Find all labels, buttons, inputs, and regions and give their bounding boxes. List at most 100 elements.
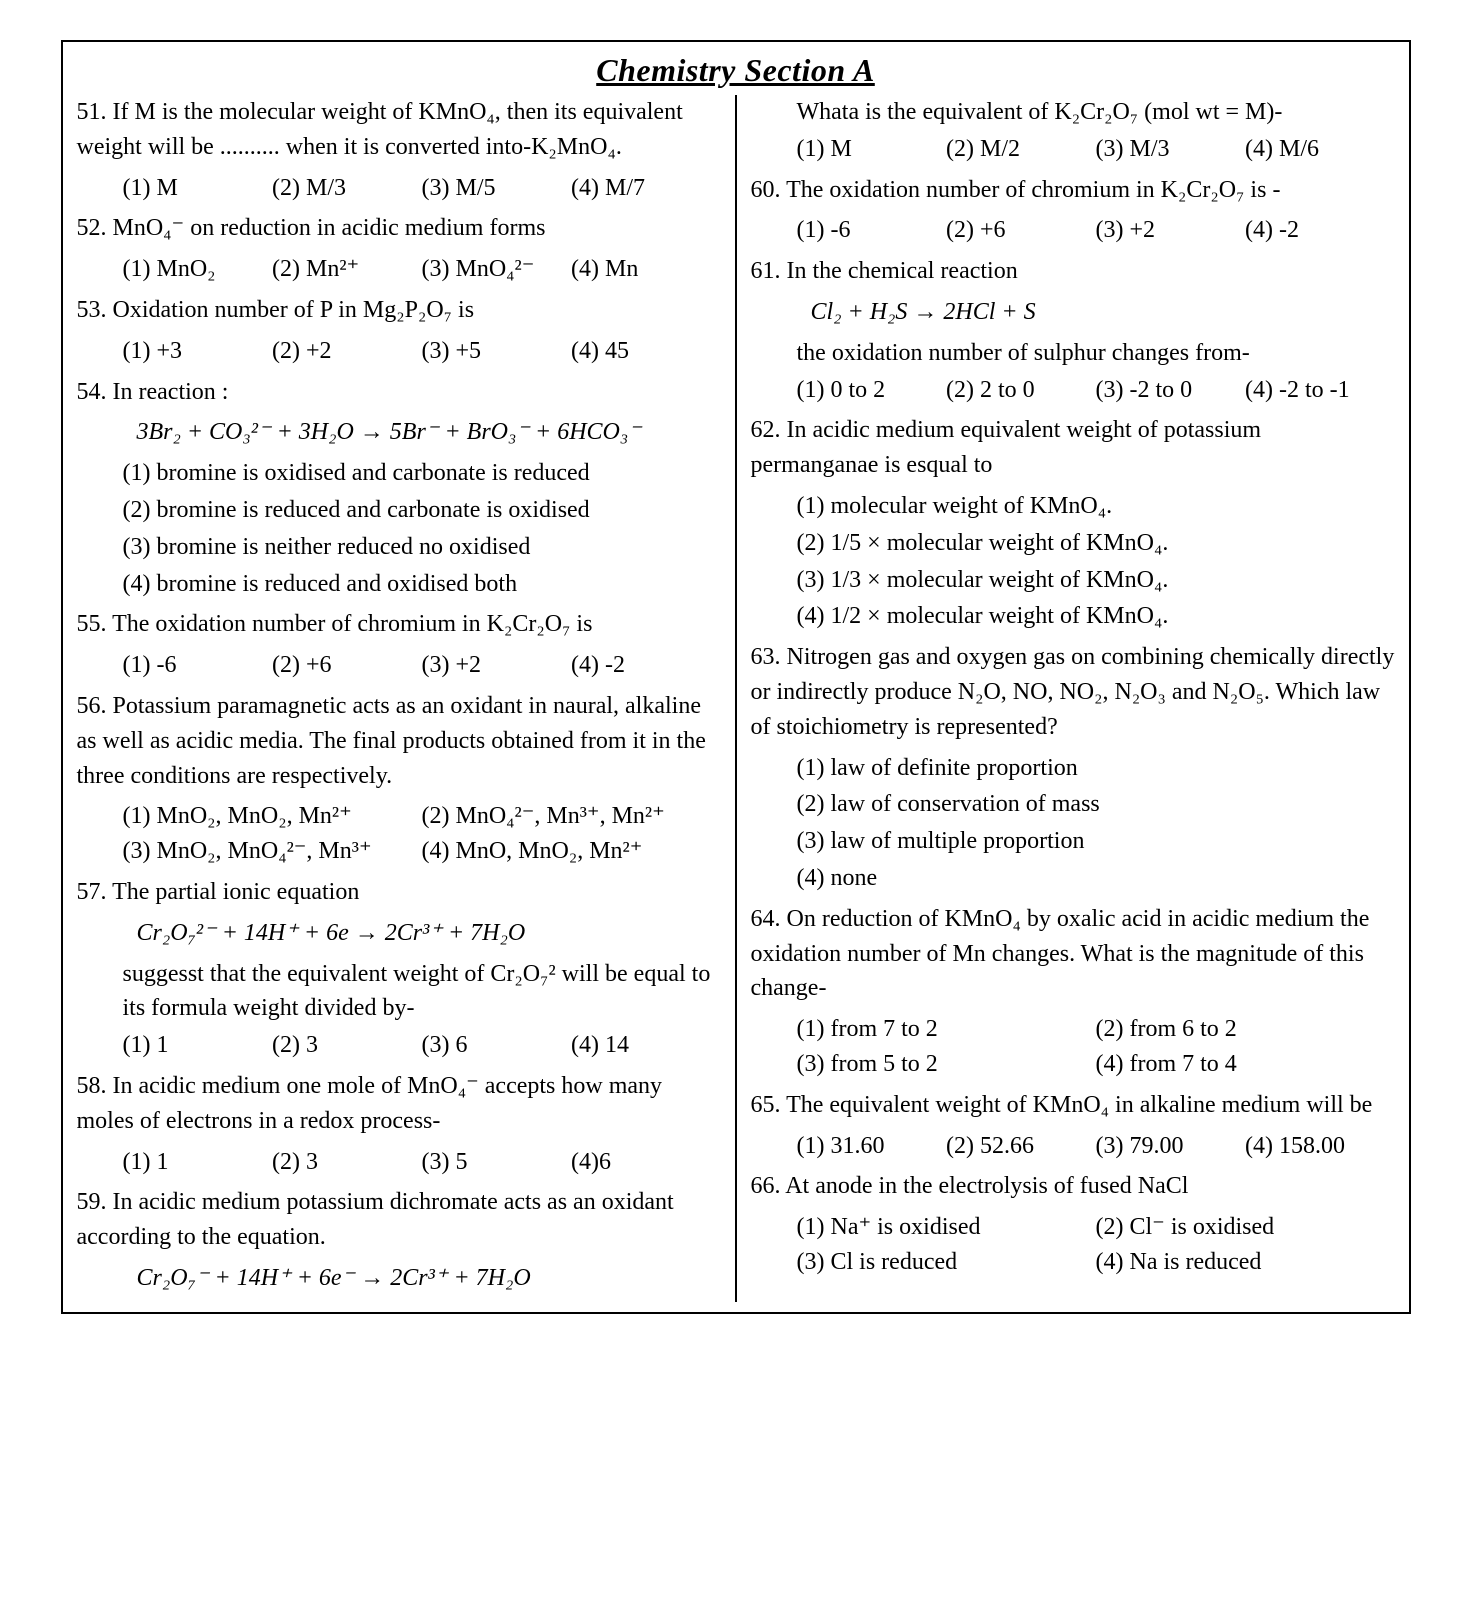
q-text: In acidic medium one mole of MnO₄⁻ accep… bbox=[77, 1073, 663, 1134]
q54-options: (1) bromine is oxidised and carbonate is… bbox=[77, 456, 721, 601]
q59b-options: (1) M (2) M/2 (3) M/3 (4) M/6 bbox=[751, 132, 1395, 167]
q-number: 60. bbox=[751, 177, 781, 203]
question-56: 56. Potassium paramagnetic acts as an ox… bbox=[77, 689, 721, 793]
q-text: The oxidation number of chromium in K₂Cr… bbox=[112, 611, 592, 637]
option: (2) bromine is reduced and carbonate is … bbox=[123, 493, 721, 528]
option: (1) 1 bbox=[123, 1028, 273, 1063]
option: (2) law of conservation of mass bbox=[797, 787, 1395, 822]
option: (1) 0 to 2 bbox=[797, 373, 947, 408]
q-text: In the chemical reaction bbox=[787, 258, 1018, 284]
q-number: 65. bbox=[751, 1092, 781, 1118]
question-57: 57. The partial ionic equation bbox=[77, 875, 721, 910]
option: (3) law of multiple proportion bbox=[797, 824, 1395, 859]
option: (2) Mn²⁺ bbox=[272, 252, 422, 287]
option: (3) Cl is reduced bbox=[797, 1245, 1096, 1280]
option: (4) -2 bbox=[1245, 213, 1395, 248]
option: (2) 1/5 × molecular weight of KMnO₄. bbox=[797, 526, 1395, 561]
q-text: MnO₄⁻ on reduction in acidic medium form… bbox=[113, 215, 546, 241]
q52-options: (1) MnO₂ (2) Mn²⁺ (3) MnO₄²⁻ (4) Mn bbox=[77, 252, 721, 287]
q-text: If M is the molecular weight of KMnO₄, t… bbox=[77, 99, 683, 160]
q65-options: (1) 31.60 (2) 52.66 (3) 79.00 (4) 158.00 bbox=[751, 1129, 1395, 1164]
option: (4) M/7 bbox=[571, 171, 721, 206]
q64-options: (1) from 7 to 2 (2) from 6 to 2 (3) from… bbox=[751, 1012, 1395, 1082]
option: (4) 14 bbox=[571, 1028, 721, 1063]
option: (2) +2 bbox=[272, 334, 422, 369]
q-text: In acidic medium potassium dichromate ac… bbox=[77, 1189, 674, 1250]
q54-equation: 3Br₂ + CO₃²⁻ + 3H₂O → 5Br⁻ + BrO₃⁻ + 6HC… bbox=[77, 415, 721, 450]
question-65: 65. The equivalent weight of KMnO₄ in al… bbox=[751, 1088, 1395, 1123]
q58-options: (1) 1 (2) 3 (3) 5 (4)6 bbox=[77, 1145, 721, 1180]
option: (1) -6 bbox=[123, 648, 273, 683]
q-number: 58. bbox=[77, 1073, 107, 1099]
option: (2) from 6 to 2 bbox=[1096, 1012, 1395, 1047]
option: (4) 158.00 bbox=[1245, 1129, 1395, 1164]
q61-equation: Cl₂ + H₂S → 2HCl + S bbox=[751, 295, 1395, 330]
option: (3) 5 bbox=[422, 1145, 572, 1180]
option: (3) MnO₂, MnO₄²⁻, Mn³⁺ bbox=[123, 834, 422, 869]
q-text: In reaction : bbox=[113, 379, 229, 405]
q-text: Oxidation number of P in Mg₂P₂O₇ is bbox=[113, 297, 475, 323]
q62-options: (1) molecular weight of KMnO₄. (2) 1/5 ×… bbox=[751, 489, 1395, 634]
columns: 51. If M is the molecular weight of KMnO… bbox=[63, 95, 1409, 1302]
option: (4) bromine is reduced and oxidised both bbox=[123, 567, 721, 602]
question-53: 53. Oxidation number of P in Mg₂P₂O₇ is bbox=[77, 293, 721, 328]
option: (1) 1 bbox=[123, 1145, 273, 1180]
option: (2) M/2 bbox=[946, 132, 1096, 167]
left-column: 51. If M is the molecular weight of KMnO… bbox=[63, 95, 737, 1302]
q-text: In acidic medium equivalent weight of po… bbox=[751, 417, 1262, 478]
q-text: At anode in the electrolysis of fused Na… bbox=[785, 1173, 1188, 1199]
question-64: 64. On reduction of KMnO₄ by oxalic acid… bbox=[751, 902, 1395, 1006]
q61-text2: the oxidation number of sulphur changes … bbox=[751, 336, 1395, 371]
q-number: 59. bbox=[77, 1189, 107, 1215]
q-text: The equivalent weight of KMnO₄ in alkali… bbox=[786, 1092, 1372, 1118]
option: (4) -2 to -1 bbox=[1245, 373, 1395, 408]
question-52: 52. MnO₄⁻ on reduction in acidic medium … bbox=[77, 211, 721, 246]
option: (4) M/6 bbox=[1245, 132, 1395, 167]
q57-equation: Cr₂O₇²⁻ + 14H⁺ + 6e → 2Cr³⁺ + 7H₂O bbox=[77, 916, 721, 951]
q59-equation: Cr₂O₇⁻ + 14H⁺ + 6e⁻ → 2Cr³⁺ + 7H₂O bbox=[77, 1261, 721, 1296]
question-51: 51. If M is the molecular weight of KMnO… bbox=[77, 95, 721, 165]
option: (1) bromine is oxidised and carbonate is… bbox=[123, 456, 721, 491]
question-55: 55. The oxidation number of chromium in … bbox=[77, 607, 721, 642]
q-number: 52. bbox=[77, 215, 107, 241]
q56-options: (1) MnO₂, MnO₂, Mn²⁺ (2) MnO₄²⁻, Mn³⁺, M… bbox=[77, 799, 721, 869]
option: (4) Na is reduced bbox=[1096, 1245, 1395, 1280]
q-number: 61. bbox=[751, 258, 781, 284]
q-text: Nitrogen gas and oxygen gas on combining… bbox=[751, 644, 1395, 740]
option: (2) +6 bbox=[272, 648, 422, 683]
page-title: Chemistry Section A bbox=[63, 52, 1409, 89]
q57-options: (1) 1 (2) 3 (3) 6 (4) 14 bbox=[77, 1028, 721, 1063]
option: (2) Cl⁻ is oxidised bbox=[1096, 1210, 1395, 1245]
option: (4) Mn bbox=[571, 252, 721, 287]
q-number: 66. bbox=[751, 1173, 781, 1199]
option: (1) MnO₂, MnO₂, Mn²⁺ bbox=[123, 799, 422, 834]
option: (2) 3 bbox=[272, 1145, 422, 1180]
option: (2) 3 bbox=[272, 1028, 422, 1063]
question-58: 58. In acidic medium one mole of MnO₄⁻ a… bbox=[77, 1069, 721, 1139]
option: (2) MnO₄²⁻, Mn³⁺, Mn²⁺ bbox=[422, 799, 721, 834]
option: (3) -2 to 0 bbox=[1096, 373, 1246, 408]
option: (3) MnO₄²⁻ bbox=[422, 252, 572, 287]
q-number: 56. bbox=[77, 693, 107, 719]
q-number: 57. bbox=[77, 879, 107, 905]
option: (3) +2 bbox=[1096, 213, 1246, 248]
option: (3) 6 bbox=[422, 1028, 572, 1063]
worksheet-page: Chemistry Section A 51. If M is the mole… bbox=[61, 40, 1411, 1314]
option: (3) M/5 bbox=[422, 171, 572, 206]
question-60: 60. The oxidation number of chromium in … bbox=[751, 173, 1395, 208]
option: (1) +3 bbox=[123, 334, 273, 369]
q57-text2: suggesst that the equivalent weight of C… bbox=[77, 957, 721, 1027]
option: (1) Na⁺ is oxidised bbox=[797, 1210, 1096, 1245]
option: (4) 45 bbox=[571, 334, 721, 369]
option: (1) from 7 to 2 bbox=[797, 1012, 1096, 1047]
option: (3) +5 bbox=[422, 334, 572, 369]
option: (3) 1/3 × molecular weight of KMnO₄. bbox=[797, 563, 1395, 598]
q55-options: (1) -6 (2) +6 (3) +2 (4) -2 bbox=[77, 648, 721, 683]
option: (4) MnO, MnO₂, Mn²⁺ bbox=[422, 834, 721, 869]
option: (1) M bbox=[123, 171, 273, 206]
q66-options: (1) Na⁺ is oxidised (2) Cl⁻ is oxidised … bbox=[751, 1210, 1395, 1280]
option: (1) MnO₂ bbox=[123, 252, 273, 287]
q53-options: (1) +3 (2) +2 (3) +5 (4) 45 bbox=[77, 334, 721, 369]
q-text: Potassium paramagnetic acts as an oxidan… bbox=[77, 693, 706, 789]
option: (3) +2 bbox=[422, 648, 572, 683]
